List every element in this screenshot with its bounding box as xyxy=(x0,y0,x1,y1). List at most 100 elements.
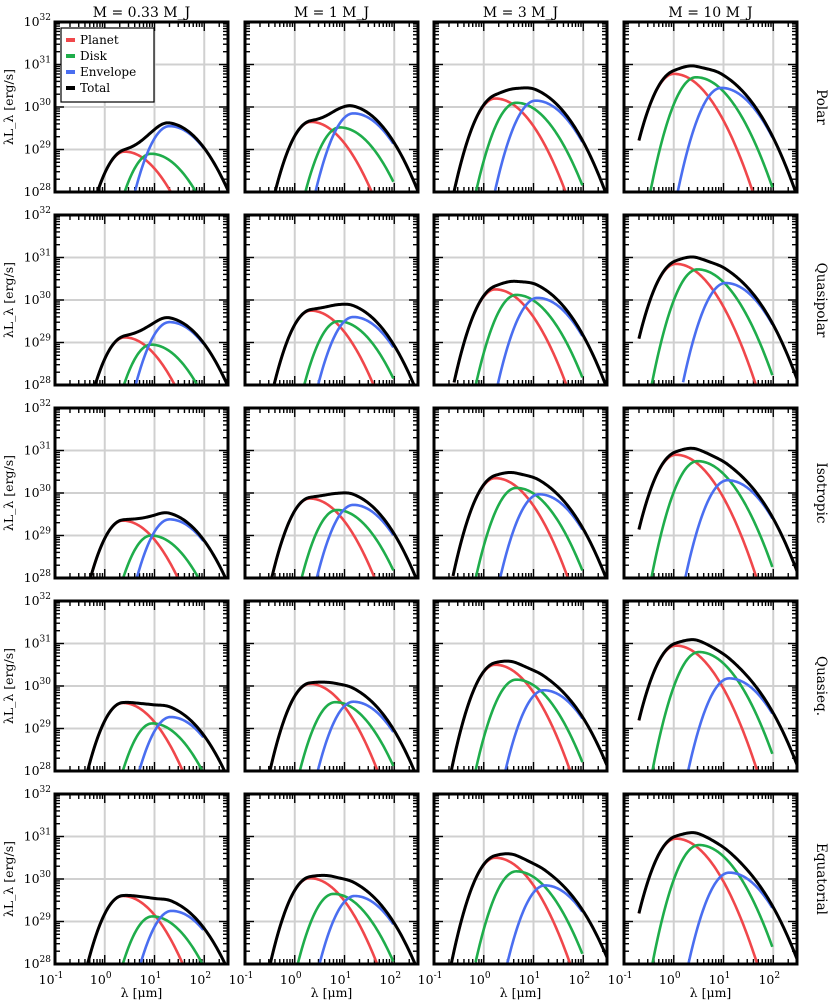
y-tick-label: 1029 xyxy=(24,720,52,736)
panel-frame xyxy=(622,213,799,387)
series-line-disk xyxy=(474,101,584,192)
series-line-envelope xyxy=(683,478,774,578)
series-line-disk xyxy=(474,486,584,578)
series-line-envelope xyxy=(496,296,584,385)
series-line-envelope xyxy=(498,492,584,578)
panel-frame xyxy=(53,599,230,773)
x-tick-label: 102 xyxy=(379,971,401,987)
x-tick-label: 101 xyxy=(330,971,352,987)
panel xyxy=(622,213,799,387)
y-tick-label: 1028 xyxy=(24,955,52,971)
series-line-envelope xyxy=(681,281,774,383)
series-line-envelope xyxy=(676,86,774,192)
panel-frame xyxy=(243,599,420,773)
series-line-envelope xyxy=(314,112,395,192)
series-line-total xyxy=(96,121,228,192)
legend-label: Planet xyxy=(80,33,119,47)
panel xyxy=(432,20,609,194)
panel-frame xyxy=(53,792,230,966)
panel-frame xyxy=(432,213,609,387)
series-line-envelope xyxy=(504,688,584,771)
row-labels: Polar Quasipolar Isotropic Quasieq. Equatori… xyxy=(813,89,829,915)
series-line-total xyxy=(452,86,607,192)
y-tick-label: 1031 xyxy=(24,635,51,651)
panel-frame xyxy=(432,792,609,966)
series-line-disk xyxy=(474,678,584,771)
panel-frame xyxy=(53,406,230,580)
series-line-disk xyxy=(123,152,198,192)
y-tick-label: 1032 xyxy=(24,13,51,29)
panel xyxy=(243,406,420,580)
y-tick-label: 1032 xyxy=(24,206,51,222)
series-line-total xyxy=(637,831,797,960)
x-axis-label: λ [μm] xyxy=(500,985,542,1000)
y-tick-label: 1030 xyxy=(24,98,52,114)
series-line-envelope xyxy=(315,503,395,578)
series-line-total xyxy=(86,893,227,964)
series-line-disk xyxy=(296,892,395,964)
x-tick-label: 100 xyxy=(90,971,112,987)
series-line-disk xyxy=(121,722,204,771)
y-tick-label: 1030 xyxy=(24,484,52,500)
series-line-disk xyxy=(122,343,199,385)
panel-frame xyxy=(432,20,609,194)
column-title: M = 1 M_J xyxy=(294,5,369,21)
x-tick-label: 101 xyxy=(140,971,162,987)
panel-frame xyxy=(432,599,609,773)
panel-frame xyxy=(622,20,799,194)
series-line-disk xyxy=(651,650,774,771)
x-tick-label: 10-1 xyxy=(229,971,254,987)
panel xyxy=(243,213,420,387)
series-line-disk xyxy=(302,319,395,385)
series-line-total xyxy=(86,700,227,771)
panel-frame xyxy=(622,406,799,580)
y-tick-label: 1031 xyxy=(24,249,51,265)
y-tick-label: 1029 xyxy=(24,141,52,157)
legend-box xyxy=(60,27,155,103)
y-tick-label: 1031 xyxy=(24,56,51,72)
series-line-total xyxy=(268,680,417,771)
y-tick-label: 1030 xyxy=(24,677,52,693)
column-title: M = 0.33 M_J xyxy=(93,5,191,21)
series-line-disk xyxy=(648,75,774,192)
y-tick-label: 1031 xyxy=(24,442,51,458)
panel xyxy=(622,406,799,580)
series-line-envelope xyxy=(318,894,395,964)
series-line-planet xyxy=(93,336,177,385)
row-label: Isotropic xyxy=(813,463,829,524)
series-line-planet xyxy=(270,497,377,578)
y-axis-label: λL_λ [erg/s] xyxy=(1,69,16,145)
series-line-envelope xyxy=(137,715,205,771)
series-line-envelope xyxy=(506,884,584,964)
row-label: Quasipolar xyxy=(813,263,829,338)
y-tick-label: 1030 xyxy=(24,291,52,307)
x-tick-label: 102 xyxy=(758,971,780,987)
series-line-disk xyxy=(474,293,584,385)
y-tick-label: 1028 xyxy=(24,376,52,392)
panel: 1028 1029 1030 1031 1032 10-1 100 101 102 xyxy=(24,785,230,987)
series-line-total xyxy=(637,446,797,572)
x-axis-label: λ [μm] xyxy=(311,985,353,1000)
series-line-total xyxy=(272,302,416,385)
legend-label: Total xyxy=(80,81,110,95)
x-axis-label: λ [μm] xyxy=(121,985,163,1000)
row-label: Polar xyxy=(813,89,829,125)
x-tick-label: 100 xyxy=(280,971,302,987)
panel xyxy=(622,599,799,773)
series-line-envelope xyxy=(686,677,774,771)
x-tick-label: 102 xyxy=(568,971,590,987)
series-line-disk xyxy=(304,126,395,192)
panel-frame xyxy=(432,406,609,580)
panel xyxy=(432,406,609,580)
panel-frame xyxy=(243,20,420,194)
series-line-disk xyxy=(651,843,774,964)
series-line-total xyxy=(452,279,607,385)
column-title: M = 10 M_J xyxy=(668,5,752,21)
series-line-disk xyxy=(650,268,774,385)
panel-frame xyxy=(243,406,420,580)
panel: 1028 1029 1030 1031 1032 xyxy=(24,399,230,585)
series-line-total xyxy=(637,638,797,766)
series-line-envelope xyxy=(139,909,205,964)
series-line-disk xyxy=(650,459,774,578)
